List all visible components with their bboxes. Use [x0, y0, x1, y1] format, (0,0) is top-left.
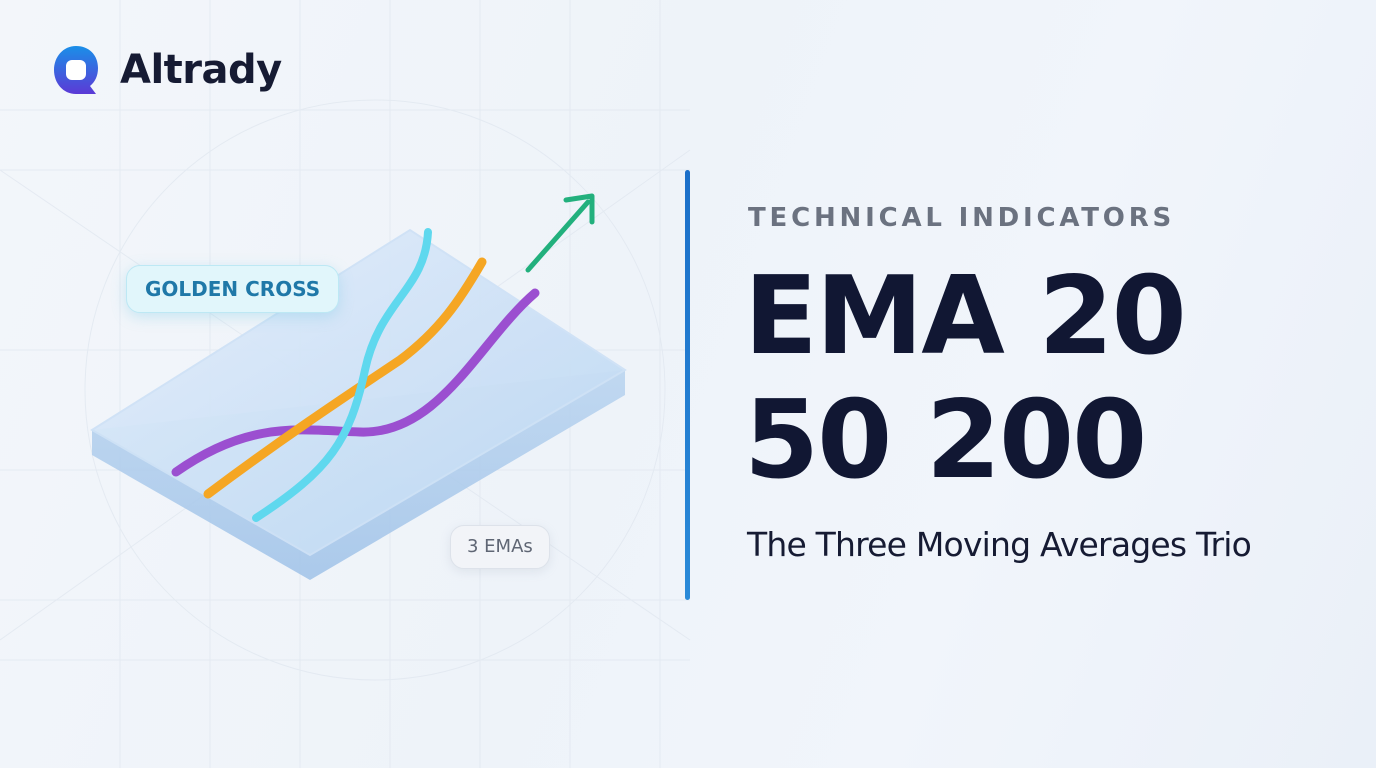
headline-line-1: EMA 20: [744, 254, 1187, 379]
uptrend-arrow-head: [563, 193, 595, 225]
altrady-logo-icon: [54, 46, 98, 94]
eyebrow-label: TECHNICAL INDICATORS: [748, 203, 1176, 233]
ema-count-badge: 3 EMAs: [450, 525, 550, 569]
uptrend-arrow-shaft: [525, 199, 591, 273]
golden-cross-badge: GOLDEN CROSS: [126, 265, 340, 313]
ema-50-line: [203, 257, 487, 499]
ema-illustration: [90, 193, 627, 580]
ema-20-line: [252, 228, 432, 522]
brand-logo[interactable]: Altrady: [48, 42, 282, 98]
brand-name: Altrady: [120, 47, 282, 93]
subtitle: The Three Moving Averages Trio: [747, 525, 1252, 564]
ema-200-line: [171, 288, 540, 477]
headline-line-2: 50 200: [744, 378, 1147, 503]
vertical-divider: [685, 170, 690, 600]
